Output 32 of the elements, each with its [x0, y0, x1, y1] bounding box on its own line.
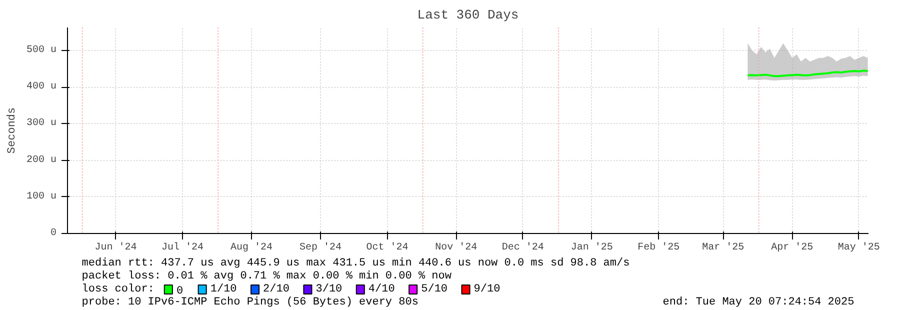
legend-label: 1/10: [210, 284, 237, 296]
x-tick-label: Nov '24: [435, 242, 478, 254]
text: probe: 10 IPv6-ICMP Echo Pings (56 Bytes) every 80s: [82, 296, 418, 308]
x-tick-label: Jul '24: [162, 242, 204, 254]
text: packet loss: 0.01 % avg 0.71 % max 0.00 % min 0.00 % now: [82, 270, 452, 282]
x-tick-label: Apr '25: [771, 242, 814, 254]
x-tick-label: Mar '25: [702, 242, 744, 254]
x-tick-label: Oct '24: [366, 242, 408, 254]
legend-label: 3/10: [316, 284, 342, 296]
y-tick-label: 500 u: [26, 45, 57, 56]
x-tick-label: Sep '24: [299, 242, 342, 254]
legend-label: 2/10: [263, 284, 290, 296]
y-tick-label: 400 u: [26, 82, 57, 93]
x-tick-label: Feb '25: [638, 242, 680, 254]
y-tick-label: 0: [50, 228, 57, 239]
text: median rtt: 437.7 us avg 445.9 us max 431.5 us min 440.6 us now 0.0 ms sd 98.8 am/s: [82, 258, 630, 270]
legend-label: 4/10: [368, 284, 395, 296]
x-tick-label: Jun '24: [94, 242, 137, 254]
chart-title: Last 360 Days: [417, 8, 519, 22]
y-tick-label: 300 u: [26, 118, 57, 130]
x-tick-label: Dec '24: [502, 242, 544, 254]
y-axis-title: Seconds: [6, 107, 18, 154]
legend-title: loss color:: [82, 284, 154, 296]
legend-label: 5/10: [421, 284, 448, 296]
x-tick-label: Aug '24: [230, 242, 272, 254]
legend-label: 0: [176, 286, 184, 298]
y-tick-label: 100 u: [26, 191, 57, 202]
text: end: Tue May 20 07:24:54 2025: [662, 296, 854, 308]
x-tick-label: May '25: [838, 242, 880, 254]
legend-label: 9/10: [474, 284, 500, 296]
y-tick-label: 200 u: [26, 154, 57, 166]
x-tick-label: Jan '25: [570, 242, 613, 254]
